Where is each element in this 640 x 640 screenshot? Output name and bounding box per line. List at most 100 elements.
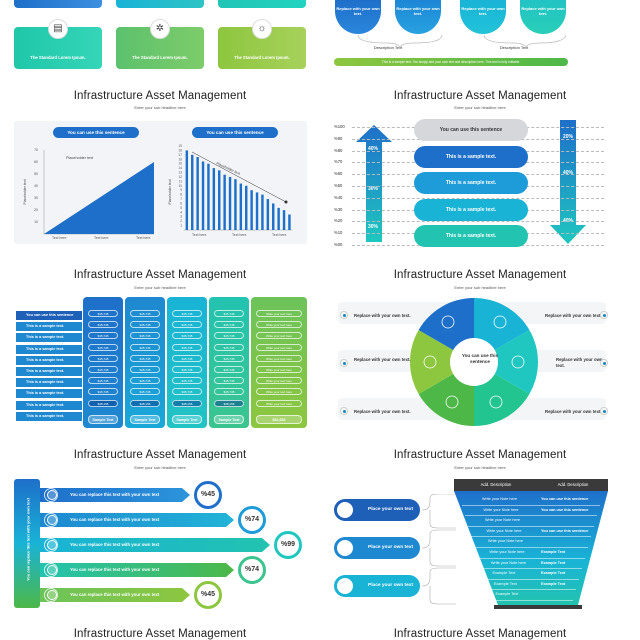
funnel-right-text: Example Text [541,550,566,554]
funnel-header-1: Add. Description [454,479,538,491]
table-cell: $15,745 [130,366,160,373]
y-tick-label: 6 [180,201,182,205]
y-tick-label: 8 [180,193,182,197]
bar [196,157,199,230]
percent-label: %70 [334,159,343,165]
slide-title: Infrastructure Asset Management [73,269,247,281]
tr-desc-2: Description Text [499,45,529,50]
slide-title: Infrastructure Asset Management [393,90,567,102]
bar [245,185,248,230]
bullet-icon [340,359,348,367]
y-axis-label: Placeholder text [23,179,27,204]
table-cell: $15,745 [214,377,244,385]
table-column: Write your text here Write your text here… [251,297,307,428]
chart-1-pill: You can use this sentence [53,127,139,138]
side-icon [44,538,58,552]
y-tick-label: 4 [180,210,182,214]
arrow-row-text: You can replace this text with your own … [70,517,160,522]
table-cell: $15,745 [172,343,202,351]
table-cell: $15,745 [130,388,160,396]
funnel-pill-label: Place your own text [368,507,414,512]
funnel-divider [480,568,582,570]
tl-card-label: The Standard Lorem Ipsum. [234,55,290,60]
y-tick-label: 12 [178,175,182,179]
y-tick-label: 7 [180,197,182,201]
bullet-icon [600,311,608,319]
funnel-pill-label: Place your own text [368,545,414,550]
tr-circle-text: Replace with your own text. [396,6,440,16]
funnel-pill-label: Place your own text [368,583,414,588]
table-cell: Write your text here [256,310,302,317]
stack-pill: This is a sample text. [414,172,528,194]
table-footer: Sample Text [130,415,160,424]
percent-label: %40 [334,194,343,200]
chart-annotation: Placeholder text [66,156,94,160]
slide-subtitle: Enter your sub headline here [134,105,186,110]
percent-label: %00 [334,242,343,247]
y-tick-label: 50 [34,172,38,176]
arrow-row-text: You can replace this text with your own … [70,492,160,497]
slide-subtitle: Enter your sub headline here [454,465,506,470]
table-cell: Write your text here [256,377,302,385]
table-row-label: This is a sample text. [16,400,82,410]
y-tick-label: 1 [180,224,182,228]
table-row-label: This is a sample text. [16,355,82,365]
arrow-row: You can replace this text with your own … [40,588,190,602]
bar [277,207,280,230]
table-cell: Write your text here [256,332,302,340]
table-cell: $15,745 [130,377,160,385]
tl-topbar-blue [14,0,102,8]
percent-label: %10 [334,230,343,236]
percentage-circle: %45 [194,581,222,609]
table-cell: $15,745 [88,343,118,351]
funnel-divider [483,578,579,580]
funnel-pill-2: Place your own text [334,537,420,559]
percent-label: %20 [334,218,343,224]
tr-circle-text: Replace with your own text. [336,6,380,16]
slide-subtitle: Enter your sub headline here [454,105,506,110]
chart-2-pill: You can use this sentence [192,127,278,138]
funnel-right-text: You can use this sentence [541,528,589,533]
bar [212,168,216,230]
bar [288,214,291,230]
y-tick-label: 18 [178,148,182,152]
y-tick-label: 60 [34,160,38,164]
table-total-cell: $48,156 [172,399,202,407]
table-cell: $15,745 [88,366,118,373]
bullet-icon [600,407,608,415]
dotted-guide [352,221,604,223]
table-total-cell: $48,156 [130,399,160,407]
table-column: $15,745 $15,745 $15,745 $15,745 $15,745 $15,7… [167,297,207,428]
cycle-label-6: Replace with your own text. [545,409,602,414]
funnel-left-text: Example Text [494,581,517,586]
tl-card-1: ▤ The Standard Lorem Ipsum. [14,19,102,69]
arrow-row: You can replace this text with your own … [40,538,270,552]
table-cell: $15,745 [88,332,118,340]
tr-circle-2: Replace with your own text. [395,0,441,34]
table-cell: $15,745 [172,332,202,340]
tl-card-label: The Standard Lorem Ipsum. [132,55,188,60]
y-tick-label: 2 [180,219,182,223]
y-tick-label: 3 [180,215,182,219]
y-tick-label: 16 [178,157,182,161]
cycle-center-text: You can use this sentence [461,353,499,364]
funnel-right-text: Example Text [541,560,566,565]
network-icon: ✲ [150,19,170,39]
table-cell: $15,745 [130,332,160,340]
y-tick-label: 9 [180,188,182,192]
funnel-left-text: Write your Note here [489,550,525,554]
table-cell: $15,745 [214,321,244,329]
table-cell: Write your text here [256,321,302,329]
tl-card-3: ☼ The Standard Lorem Ipsum. [218,19,306,69]
funnel-left-text: Write your Note here [486,528,522,533]
table-column: $15,745 $15,745 $15,745 $15,745 $15,745 $15,7… [125,297,165,428]
table-row-label: This is a sample text. [16,333,82,343]
slide-title: Infrastructure Asset Management [393,628,567,640]
table-row-label: This is a sample text. [16,389,82,399]
table-row-label: You can use this sentence [16,311,82,320]
table-row-label: This is a sample text. [16,367,82,376]
stack-pill: This is a sample text. [414,198,528,221]
left-val-3: 30% [368,224,379,230]
table-cell: $15,745 [130,310,160,317]
x-tick-label: Text here [136,236,150,240]
